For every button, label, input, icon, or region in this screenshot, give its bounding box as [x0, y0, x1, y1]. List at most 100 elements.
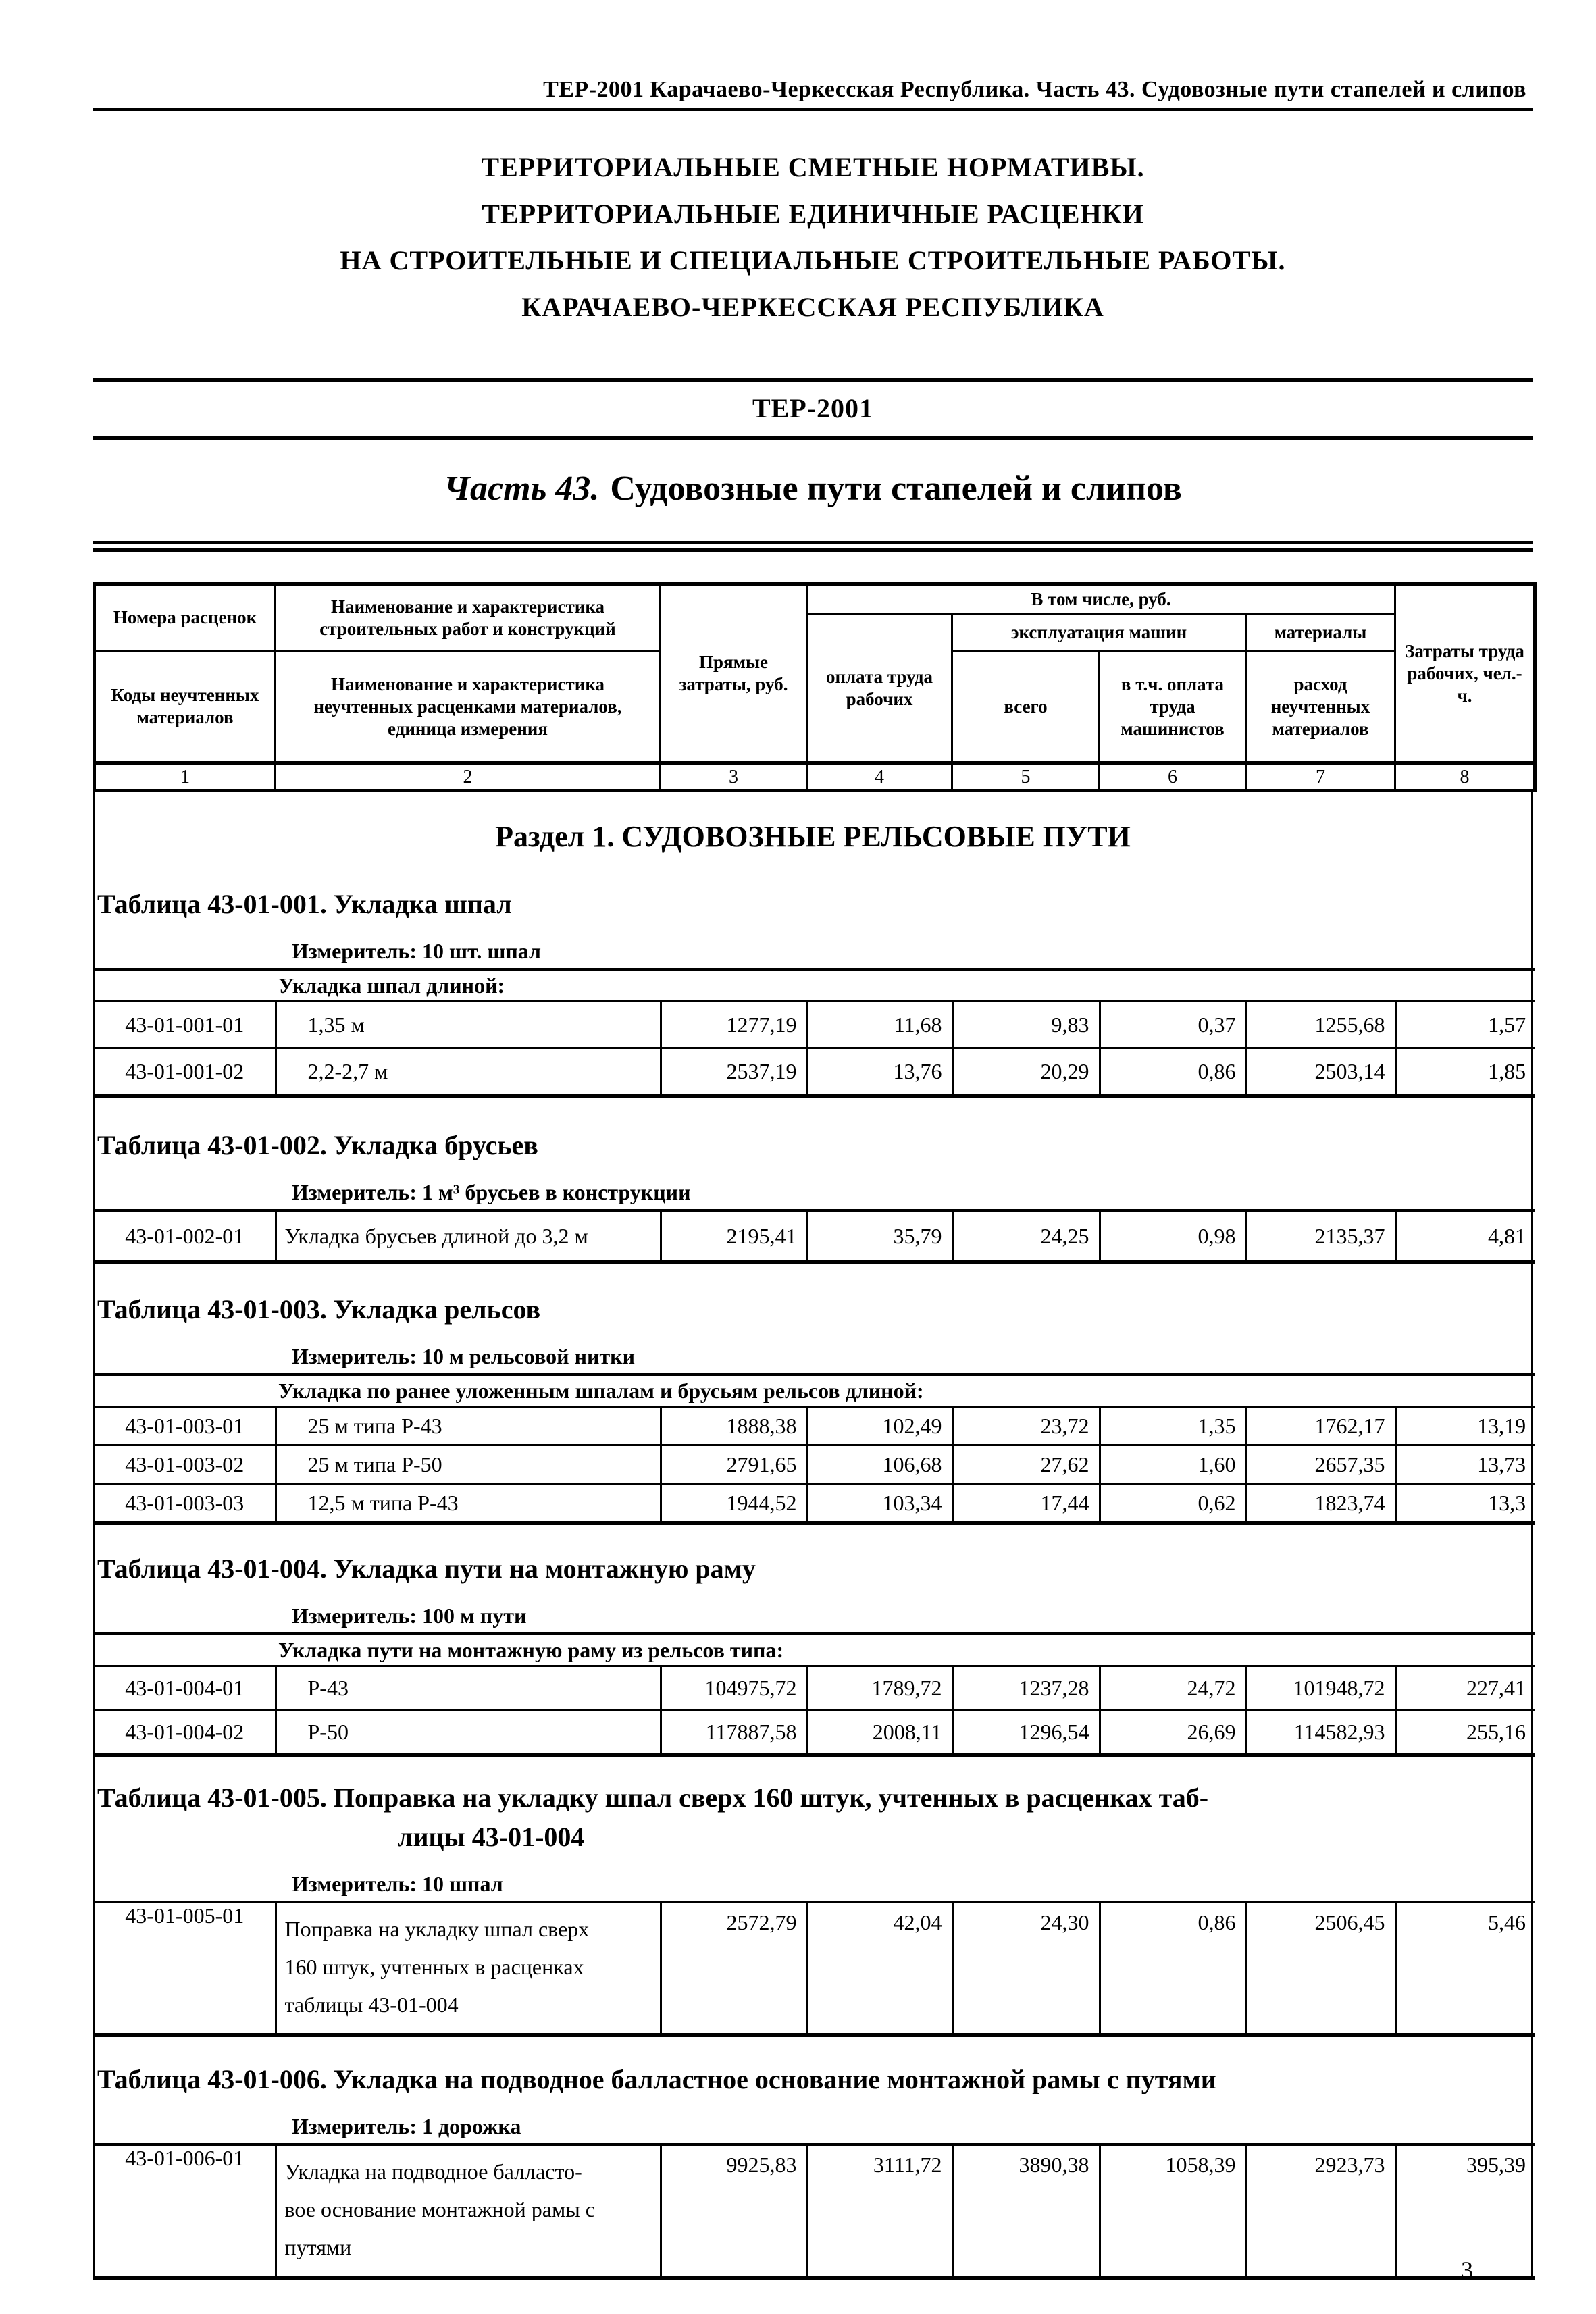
- rate-code-cell: 43-01-003-01: [95, 1406, 277, 1446]
- table-row: 43-01-004-02 Р-50 117887,58 2008,11 1296…: [95, 1709, 1536, 1756]
- table-block-43-01-001: Таблица 43-01-001. Укладка шпал Измерите…: [95, 885, 1536, 1098]
- materials-cell: 1255,68: [1245, 1000, 1397, 1049]
- document-title-line-1: ТЕРРИТОРИАЛЬНЫЕ СМЕТНЫЕ НОРМАТИВЫ.: [481, 152, 1145, 182]
- col-number-7: 7: [1245, 761, 1396, 792]
- ter-2001-label: ТЕР-2001: [752, 393, 874, 423]
- table-row: 43-01-003-01 25 м типа Р-43 1888,38 102,…: [95, 1406, 1536, 1446]
- table-title: Таблица 43-01-005. Поправка на укладку ш…: [95, 1778, 1531, 1857]
- rate-desc-cell: 12,5 м типа Р-43: [274, 1483, 662, 1524]
- col-header-machines-total: всего: [951, 650, 1100, 764]
- direct-costs-cell: 9925,83: [659, 2143, 808, 2279]
- materials-cell: 2503,14: [1245, 1047, 1397, 1097]
- labor-costs-cell: 4,81: [1394, 1209, 1535, 1264]
- desc-line: Укладка на подводное балласто-: [284, 2159, 582, 2184]
- materials-cell: 2135,37: [1245, 1209, 1397, 1264]
- machines-total-cell: 17,44: [951, 1483, 1101, 1524]
- part-name: Судовозные пути стапелей и слипов: [610, 469, 1182, 508]
- group-label: Укладка по ранее уложенным шпалам и брус…: [95, 1373, 1536, 1408]
- table-title: Таблица 43-01-001. Укладка шпал: [97, 889, 512, 919]
- direct-costs-cell: 2572,79: [659, 1901, 808, 2036]
- col-header-direct-costs: Прямые затраты, руб.: [659, 583, 808, 764]
- ter-2001-band: ТЕР-2001: [93, 378, 1533, 440]
- table-row: 43-01-006-01 Укладка на подводное баллас…: [95, 2143, 1535, 2279]
- workers-pay-cell: 13,76: [806, 1047, 954, 1097]
- machines-total-cell: 24,25: [951, 1209, 1101, 1264]
- group-label: Укладка шпал длиной:: [95, 968, 1536, 1002]
- meter-line: Измеритель: 10 м рельсовой нитки: [292, 1344, 636, 1368]
- rate-desc-cell: Укладка брусьев длиной до 3,2 м: [274, 1209, 662, 1264]
- labor-costs-cell: 13,19: [1394, 1406, 1536, 1446]
- table-title: Таблица 43-01-004. Укладка пути на монта…: [97, 1553, 756, 1584]
- direct-costs-cell: 2791,65: [659, 1444, 808, 1485]
- rate-code-cell: 43-01-002-01: [95, 1209, 277, 1264]
- page-number: 3: [1461, 2257, 1473, 2284]
- table-row: 43-01-004-01 Р-43 104975,72 1789,72 1237…: [95, 1665, 1536, 1711]
- rate-desc-cell: 25 м типа Р-43: [274, 1406, 662, 1446]
- labor-costs-cell: 395,39: [1394, 2143, 1535, 2279]
- col-number-5: 5: [951, 761, 1100, 792]
- col-header-machines: эксплуатация машин: [951, 613, 1247, 652]
- document-title-line-4: КАРАЧАЕВО-ЧЕРКЕССКАЯ РЕСПУБЛИКА: [521, 292, 1104, 322]
- workers-pay-cell: 3111,72: [806, 2143, 954, 2279]
- workers-pay-cell: 11,68: [806, 1000, 954, 1049]
- col-header-material-codes: Коды неучтенных материалов: [93, 650, 276, 764]
- meter-line: Измеритель: 10 шпал: [292, 1872, 503, 1896]
- meter-line: Измеритель: 10 шт. шпал: [292, 939, 541, 963]
- table-block-43-01-003: Таблица 43-01-003. Укладка рельсов Измер…: [95, 1290, 1536, 1525]
- workers-pay-cell: 2008,11: [806, 1709, 954, 1756]
- col-number-4: 4: [806, 761, 953, 792]
- machines-total-cell: 1296,54: [951, 1709, 1101, 1756]
- table-row: 43-01-001-01 1,35 м 1277,19 11,68 9,83 0…: [95, 1000, 1536, 1049]
- running-header-rule: [93, 108, 1533, 111]
- data-table-43-01-001: Укладка шпал длиной: 43-01-001-01 1,35 м…: [95, 968, 1536, 1098]
- document-title: ТЕРРИТОРИАЛЬНЫЕ СМЕТНЫЕ НОРМАТИВЫ. ТЕРРИ…: [93, 144, 1533, 330]
- labor-costs-cell: 1,85: [1394, 1047, 1536, 1097]
- data-table-43-01-005: 43-01-005-01 Поправка на укладку шпал св…: [95, 1901, 1535, 2037]
- meter-line: Измеритель: 1 м³ брусьев в конструкции: [292, 1180, 691, 1204]
- machines-total-cell: 27,62: [951, 1444, 1101, 1485]
- rate-code-cell: 43-01-004-02: [95, 1709, 277, 1756]
- document-title-line-3: НА СТРОИТЕЛЬНЫЕ И СПЕЦИАЛЬНЫЕ СТРОИТЕЛЬН…: [340, 245, 1286, 276]
- materials-cell: 1762,17: [1245, 1406, 1397, 1446]
- direct-costs-cell: 1277,19: [659, 1000, 808, 1049]
- machines-total-cell: 23,72: [951, 1406, 1101, 1446]
- col-number-2: 2: [274, 761, 661, 792]
- direct-costs-cell: 2537,19: [659, 1047, 808, 1097]
- table-row: 43-01-003-02 25 м типа Р-50 2791,65 106,…: [95, 1444, 1536, 1485]
- workers-pay-cell: 42,04: [806, 1901, 954, 2036]
- rate-desc-cell: 25 м типа Р-50: [274, 1444, 662, 1485]
- rate-code-cell: 43-01-006-01: [95, 2143, 277, 2279]
- direct-costs-cell: 2195,41: [659, 1209, 808, 1264]
- workers-pay-cell: 1789,72: [806, 1665, 954, 1711]
- rate-desc-cell: Поправка на укладку шпал сверх 160 штук,…: [274, 1901, 662, 2036]
- data-table-43-01-002: 43-01-002-01 Укладка брусьев длиной до 3…: [95, 1209, 1535, 1264]
- data-table-43-01-004: Укладка пути на монтажную раму из рельсо…: [95, 1632, 1536, 1757]
- materials-cell: 2657,35: [1245, 1444, 1397, 1485]
- direct-costs-cell: 104975,72: [659, 1665, 808, 1711]
- rate-code-cell: 43-01-003-03: [95, 1483, 277, 1524]
- drivers-pay-cell: 0,37: [1098, 1000, 1247, 1049]
- double-rule: [93, 541, 1533, 552]
- table-block-43-01-004: Таблица 43-01-004. Укладка пути на монта…: [95, 1549, 1536, 1757]
- direct-costs-cell: 1944,52: [659, 1483, 808, 1524]
- labor-costs-cell: 13,3: [1394, 1483, 1536, 1524]
- table-row: 43-01-005-01 Поправка на укладку шпал св…: [95, 1901, 1535, 2036]
- table-title-line-2: лицы 43-01-004: [398, 1822, 585, 1852]
- col-number-8: 8: [1394, 761, 1536, 792]
- table-block-43-01-002: Таблица 43-01-002. Укладка брусьев Измер…: [95, 1126, 1535, 1264]
- rate-code-cell: 43-01-003-02: [95, 1444, 277, 1485]
- col-header-materials: материалы: [1245, 613, 1396, 652]
- col-number-3: 3: [659, 761, 808, 792]
- labor-costs-cell: 1,57: [1394, 1000, 1536, 1049]
- machines-total-cell: 3890,38: [951, 2143, 1101, 2279]
- drivers-pay-cell: 1,60: [1098, 1444, 1247, 1485]
- machines-total-cell: 24,30: [951, 1901, 1101, 2036]
- machines-total-cell: 9,83: [951, 1000, 1101, 1049]
- rate-code-cell: 43-01-005-01: [95, 1901, 277, 2036]
- col-header-including: В том числе, руб.: [806, 583, 1396, 615]
- table-title-line-1: Таблица 43-01-005. Поправка на укладку ш…: [97, 1782, 1209, 1813]
- machines-total-cell: 1237,28: [951, 1665, 1101, 1711]
- desc-line: таблицы 43-01-004: [284, 1992, 459, 2017]
- rate-code-cell: 43-01-001-01: [95, 1000, 277, 1049]
- materials-cell: 101948,72: [1245, 1665, 1397, 1711]
